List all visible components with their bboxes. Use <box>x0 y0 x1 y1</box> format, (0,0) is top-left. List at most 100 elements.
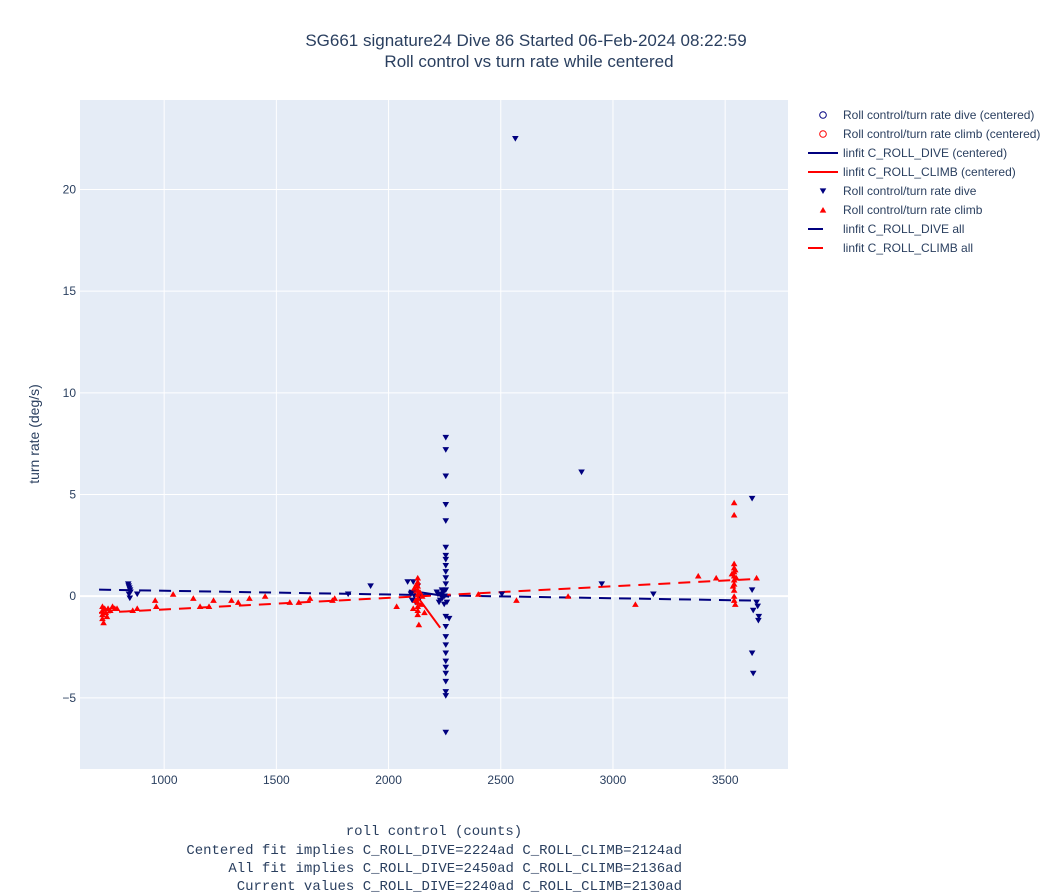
dive-point[interactable] <box>442 569 450 575</box>
dive-point[interactable] <box>442 658 450 665</box>
dive-point[interactable] <box>442 634 450 640</box>
climb-point[interactable] <box>694 572 702 579</box>
climb-point[interactable] <box>730 597 738 603</box>
dive-point[interactable] <box>442 473 450 480</box>
legend-item[interactable]: linfit C_ROLL_CLIMB all <box>808 241 973 255</box>
dive-point[interactable] <box>753 599 760 606</box>
climb-point[interactable] <box>210 597 217 603</box>
dive-point[interactable] <box>367 583 374 589</box>
climb-point[interactable] <box>409 605 417 611</box>
climb-point[interactable] <box>513 597 520 603</box>
climb-point[interactable] <box>113 605 121 611</box>
dive-point[interactable] <box>442 447 450 453</box>
climb-point[interactable] <box>731 601 739 607</box>
climb-point[interactable] <box>129 607 137 614</box>
climb-point[interactable] <box>196 603 204 609</box>
climb-point[interactable] <box>228 597 235 603</box>
dive-point[interactable] <box>409 579 417 585</box>
dive-point[interactable] <box>435 599 443 606</box>
climb-point[interactable] <box>100 619 107 626</box>
dive-point[interactable] <box>755 617 762 624</box>
dive-point[interactable] <box>440 601 448 608</box>
climb-point[interactable] <box>246 595 253 601</box>
climb-point[interactable] <box>416 589 424 595</box>
dive-point[interactable] <box>442 693 450 699</box>
dive-point[interactable] <box>442 642 450 648</box>
dive-point[interactable] <box>578 469 585 476</box>
dive-point[interactable] <box>404 579 411 585</box>
climb-point[interactable] <box>414 611 422 618</box>
climb-point[interactable] <box>412 597 419 603</box>
climb-point[interactable] <box>393 603 400 609</box>
dive-point[interactable] <box>442 670 450 677</box>
climb-point[interactable] <box>712 574 720 581</box>
climb-point[interactable] <box>190 595 197 601</box>
climb-point[interactable] <box>169 591 177 597</box>
dive-point[interactable] <box>442 552 450 559</box>
dive-point[interactable] <box>442 544 450 551</box>
climb-point[interactable] <box>152 603 160 609</box>
legend-item[interactable]: linfit C_ROLL_DIVE (centered) <box>808 146 1007 160</box>
climb-point[interactable] <box>331 595 339 601</box>
climb-point[interactable] <box>475 591 482 597</box>
climb-point[interactable] <box>99 611 106 618</box>
legend-item[interactable]: Roll control/turn rate dive <box>819 184 977 198</box>
dive-point[interactable] <box>749 607 757 614</box>
climb-point[interactable] <box>733 574 740 581</box>
dive-point[interactable] <box>442 624 450 630</box>
dive-point[interactable] <box>133 591 141 598</box>
climb-point[interactable] <box>730 511 738 518</box>
dive-point[interactable] <box>442 664 450 671</box>
climb-point[interactable] <box>415 621 423 628</box>
dive-point[interactable] <box>445 615 453 622</box>
dive-point[interactable] <box>441 593 448 600</box>
dive-point[interactable] <box>442 581 450 587</box>
climb-point[interactable] <box>418 593 426 599</box>
dive-point[interactable] <box>442 563 450 569</box>
dive-point[interactable] <box>598 581 606 587</box>
legend-item[interactable]: linfit C_ROLL_CLIMB (centered) <box>808 165 1016 179</box>
climb-point[interactable] <box>261 593 269 599</box>
climb-point[interactable] <box>306 595 314 601</box>
dive-point[interactable] <box>433 589 441 596</box>
climb-point[interactable] <box>133 605 141 611</box>
dive-point[interactable] <box>126 595 134 602</box>
dive-point[interactable] <box>442 518 450 524</box>
climb-point[interactable] <box>421 609 428 616</box>
climb-point[interactable] <box>295 599 303 605</box>
dive-point[interactable] <box>442 556 450 563</box>
dive-point[interactable] <box>442 434 450 441</box>
climb-point[interactable] <box>731 566 739 573</box>
climb-point[interactable] <box>106 607 114 614</box>
climb-point[interactable] <box>753 574 760 581</box>
dive-point[interactable] <box>512 135 519 142</box>
dive-point[interactable] <box>442 613 450 620</box>
legend-item[interactable]: linfit C_ROLL_DIVE all <box>808 222 964 236</box>
dive-point[interactable] <box>442 678 450 685</box>
climb-point[interactable] <box>414 603 422 609</box>
dive-point[interactable] <box>755 613 763 620</box>
dive-point[interactable] <box>754 603 762 610</box>
dive-point[interactable] <box>748 650 756 657</box>
dive-point[interactable] <box>748 495 756 502</box>
climb-point[interactable] <box>413 580 420 587</box>
climb-point[interactable] <box>151 597 159 603</box>
climb-point[interactable] <box>99 615 106 622</box>
climb-point[interactable] <box>632 601 639 607</box>
plot-area[interactable] <box>80 100 788 769</box>
climb-point[interactable] <box>103 613 111 620</box>
dive-point[interactable] <box>442 689 450 695</box>
climb-point[interactable] <box>728 570 736 577</box>
dive-point[interactable] <box>442 650 450 657</box>
dive-point[interactable] <box>408 597 416 604</box>
climb-point[interactable] <box>102 609 110 616</box>
dive-point[interactable] <box>438 587 446 594</box>
dive-point[interactable] <box>125 591 133 598</box>
climb-point[interactable] <box>730 499 738 506</box>
dive-point[interactable] <box>407 591 415 598</box>
climb-point[interactable] <box>417 601 425 607</box>
climb-point[interactable] <box>414 574 422 581</box>
dive-point[interactable] <box>498 591 506 598</box>
dive-point[interactable] <box>344 591 352 598</box>
dive-point[interactable] <box>442 502 450 508</box>
